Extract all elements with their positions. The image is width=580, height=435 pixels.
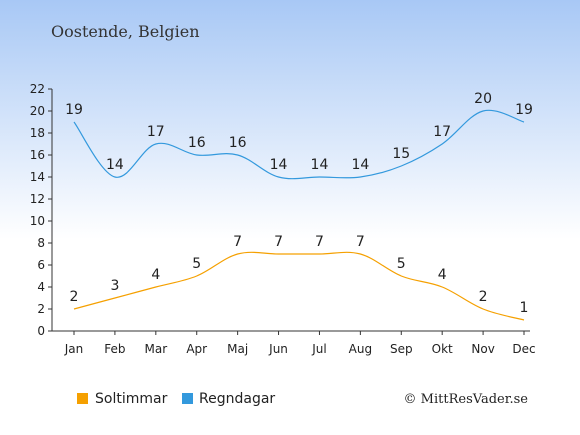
- legend: Soltimmar Regndagar: [77, 391, 275, 407]
- legend-label-soltimmar: Soltimmar: [95, 391, 168, 407]
- x-tick-label: Apr: [186, 342, 207, 356]
- data-label-regndagar: 15: [392, 146, 410, 162]
- data-label-soltimmar: 1: [520, 300, 529, 316]
- x-tick-label: Jul: [311, 342, 326, 356]
- data-label-soltimmar: 7: [274, 234, 283, 250]
- data-label-soltimmar: 4: [438, 267, 447, 283]
- data-label-regndagar: 17: [147, 124, 165, 140]
- y-tick-label: 14: [30, 170, 45, 184]
- data-label-soltimmar: 7: [315, 234, 324, 250]
- y-tick-label: 10: [30, 214, 45, 228]
- data-label-soltimmar: 7: [233, 234, 242, 250]
- legend-swatch-soltimmar: [77, 393, 88, 404]
- credit-text: © MittResVader.se: [404, 392, 529, 407]
- legend-swatch-regndagar: [182, 393, 193, 404]
- x-tick-label: Maj: [227, 342, 248, 356]
- data-label-regndagar: 16: [188, 135, 206, 151]
- series-line-soltimmar: [73, 251, 525, 321]
- x-tick-label: Nov: [471, 342, 494, 356]
- y-tick-label: 6: [37, 258, 45, 272]
- series-layer: 2 3 4 5 7 7 7 7 5 4 2 1 19 14 17 16 16 14 14 14 15 17 20 19: [65, 91, 533, 321]
- data-label-regndagar: 14: [351, 157, 369, 173]
- series-line-regndagar: [73, 109, 525, 180]
- data-label-regndagar: 19: [515, 102, 533, 118]
- y-tick-label: 4: [37, 280, 45, 294]
- data-label-soltimmar: 2: [479, 289, 488, 305]
- data-label-soltimmar: 7: [356, 234, 365, 250]
- x-tick-label: Dec: [512, 342, 535, 356]
- x-tick-label: Jan: [64, 342, 84, 356]
- x-tick-label: Feb: [104, 342, 125, 356]
- data-label-regndagar: 14: [270, 157, 288, 173]
- y-tick-label: 18: [30, 126, 45, 140]
- y-tick-label: 0: [37, 324, 45, 338]
- chart-title: Oostende, Belgien: [51, 22, 200, 41]
- data-label-soltimmar: 3: [110, 278, 119, 294]
- data-label-regndagar: 16: [229, 135, 247, 151]
- x-tick-label: Okt: [432, 342, 453, 356]
- y-tick-label: 16: [30, 148, 45, 162]
- data-label-soltimmar: 5: [192, 256, 201, 272]
- y-tick-label: 20: [30, 104, 45, 118]
- x-tick-label: Jun: [268, 342, 288, 356]
- y-tick-label: 22: [30, 82, 45, 96]
- x-tick-label: Aug: [349, 342, 372, 356]
- y-tick-label: 12: [30, 192, 45, 206]
- data-label-soltimmar: 4: [151, 267, 160, 283]
- data-label-regndagar: 19: [65, 102, 83, 118]
- data-label-soltimmar: 2: [70, 289, 79, 305]
- y-tick-label: 2: [37, 302, 45, 316]
- data-label-regndagar: 17: [433, 124, 451, 140]
- data-label-regndagar: 14: [106, 157, 124, 173]
- data-label-regndagar: 20: [474, 91, 492, 107]
- x-tick-label: Mar: [144, 342, 167, 356]
- y-tick-label: 8: [37, 236, 45, 250]
- data-label-soltimmar: 5: [397, 256, 406, 272]
- legend-label-regndagar: Regndagar: [199, 391, 275, 407]
- data-label-regndagar: 14: [311, 157, 329, 173]
- x-tick-label: Sep: [390, 342, 413, 356]
